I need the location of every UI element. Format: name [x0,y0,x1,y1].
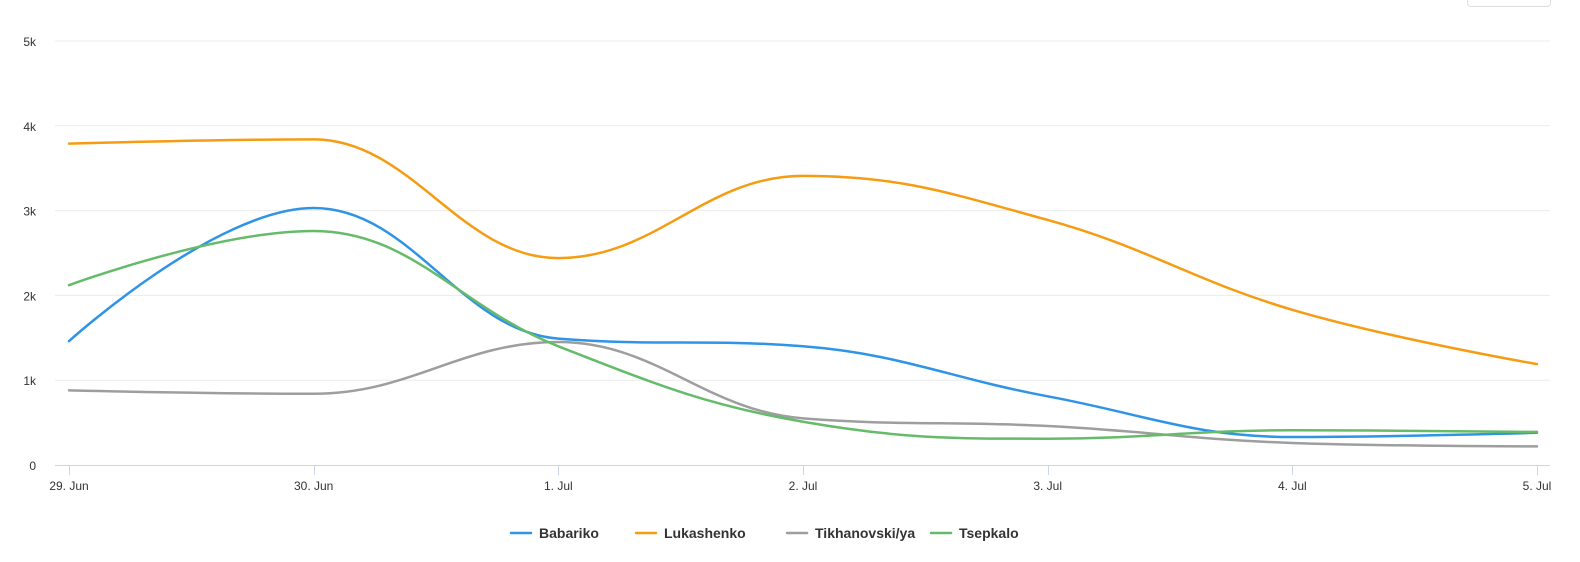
series-line-lukashenko [67,138,1539,366]
legend-label: Tsepkalo [959,525,1019,541]
x-tick-label: 5. Jul [1523,479,1552,493]
legend-item[interactable]: Babariko [509,525,599,541]
legend-label: Tikhanovski/ya [815,525,915,541]
x-tick-label: 1. Jul [544,479,573,493]
y-tick-label: 4k [23,120,37,134]
x-tick-label: 2. Jul [789,479,818,493]
series-line-tsepkalo [67,229,1539,440]
x-tick-label: 29. Jun [49,479,88,493]
y-tick-label: 2k [23,289,37,303]
legend-item[interactable]: Tsepkalo [929,525,1019,541]
y-tick-label: 3k [23,205,37,219]
y-tick-label: 0 [29,459,36,473]
legend-item[interactable]: Lukashenko [634,525,746,541]
y-tick-label: 1k [23,374,37,388]
series-line-babariko [67,206,1539,439]
legend-label: Lukashenko [664,525,746,541]
legend-item[interactable]: Tikhanovski/ya [785,525,915,541]
series-line-tikhanovskiya [67,340,1539,448]
y-tick-label: 5k [23,35,37,49]
legend-label: Babariko [539,525,599,541]
chart-menu-button[interactable] [1467,0,1551,7]
x-tick-label: 30. Jun [294,479,333,493]
x-tick-label: 4. Jul [1278,479,1307,493]
x-tick-label: 3. Jul [1033,479,1062,493]
